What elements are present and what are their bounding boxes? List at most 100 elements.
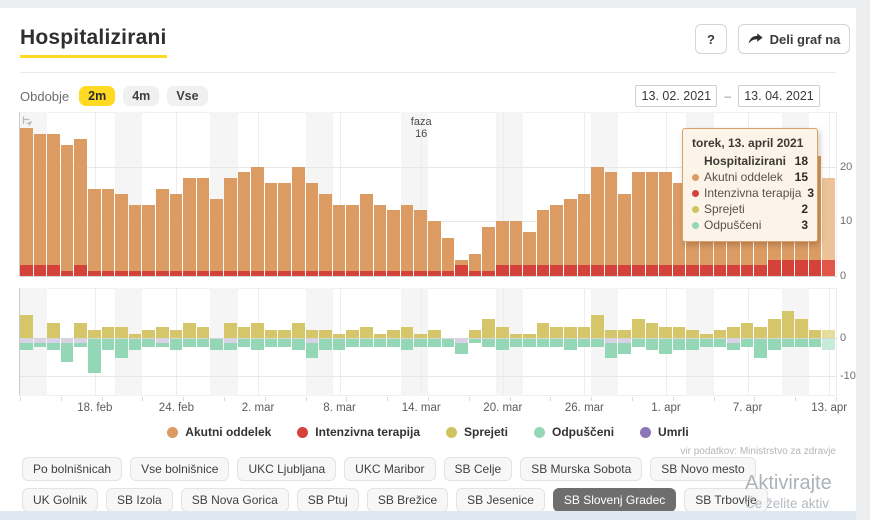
bar-odpusceni[interactable] — [88, 339, 101, 374]
bar-akutni[interactable] — [264, 183, 278, 271]
bar-intenzivna[interactable] — [700, 265, 713, 276]
bar-odpusceni[interactable] — [156, 342, 169, 347]
bar-odpusceni[interactable] — [781, 339, 795, 347]
bar-akutni[interactable] — [183, 177, 196, 271]
period-button-4m[interactable]: 4m — [123, 86, 160, 106]
bar-akutni[interactable] — [74, 139, 87, 266]
hospital-button-ukc-ljubljana[interactable]: UKC Ljubljana — [237, 457, 337, 481]
bar-sprejeti[interactable] — [156, 326, 169, 338]
bar-akutni[interactable] — [468, 254, 482, 271]
bar-sprejeti[interactable] — [523, 334, 536, 338]
bar-sprejeti[interactable] — [781, 311, 795, 338]
bar-umrli[interactable] — [20, 339, 33, 343]
hospital-button-sb-bre-ice[interactable]: SB Brežice — [366, 488, 449, 512]
bar-intenzivna[interactable] — [482, 270, 495, 276]
bar-akutni[interactable] — [496, 221, 509, 266]
bar-sprejeti[interactable] — [550, 326, 563, 338]
bar-intenzivna[interactable] — [468, 270, 482, 276]
bar-intenzivna[interactable] — [373, 270, 387, 276]
bar-odpusceni[interactable] — [754, 339, 767, 358]
bar-umrli[interactable] — [74, 339, 87, 343]
bar-sprejeti[interactable] — [618, 330, 631, 338]
bar-sprejeti[interactable] — [237, 326, 251, 338]
bar-intenzivna[interactable] — [142, 270, 155, 276]
bar-odpusceni[interactable] — [278, 339, 291, 347]
bar-intenzivna[interactable] — [727, 265, 740, 276]
bar-intenzivna[interactable] — [360, 270, 373, 276]
bar-intenzivna[interactable] — [115, 270, 128, 276]
bar-akutni[interactable] — [482, 226, 495, 271]
bar-odpusceni[interactable] — [468, 339, 482, 343]
bar-intenzivna[interactable] — [101, 270, 115, 276]
bar-akutni[interactable] — [128, 204, 142, 271]
bar-intenzivna[interactable] — [795, 259, 808, 276]
bar-intenzivna[interactable] — [346, 270, 359, 276]
bar-sprejeti[interactable] — [509, 334, 523, 338]
bar-odpusceni[interactable] — [700, 339, 713, 347]
bar-odpusceni[interactable] — [237, 339, 251, 347]
hospital-button-sb-slovenj-gradec[interactable]: SB Slovenj Gradec — [552, 488, 677, 512]
share-button[interactable]: Deli graf na — [738, 24, 850, 54]
bar-sprejeti[interactable] — [74, 322, 87, 338]
date-to-input[interactable] — [738, 85, 820, 107]
bar-intenzivna[interactable] — [319, 270, 332, 276]
bar-sprejeti[interactable] — [564, 326, 577, 338]
bar-akutni[interactable] — [591, 166, 604, 266]
bar-sprejeti[interactable] — [169, 330, 183, 338]
bar-odpusceni[interactable] — [74, 342, 87, 347]
bar-akutni[interactable] — [645, 172, 659, 266]
bar-umrli[interactable] — [33, 339, 47, 343]
bar-sprejeti[interactable] — [400, 326, 414, 338]
bar-akutni[interactable] — [632, 172, 645, 266]
bar-sprejeti[interactable] — [128, 334, 142, 338]
bar-odpusceni[interactable] — [713, 339, 727, 347]
bar-akutni[interactable] — [210, 199, 223, 271]
hospital-button-sb-celje[interactable]: SB Celje — [443, 457, 513, 481]
bar-odpusceni[interactable] — [332, 339, 346, 351]
bar-umrli[interactable] — [727, 339, 740, 343]
bar-sprejeti[interactable] — [373, 334, 387, 338]
bar-umrli[interactable] — [455, 339, 468, 343]
bar-intenzivna[interactable] — [659, 265, 672, 276]
bar-akutni[interactable] — [536, 210, 550, 266]
bar-sprejeti[interactable] — [740, 322, 754, 338]
bar-intenzivna[interactable] — [564, 265, 577, 276]
bar-odpusceni[interactable] — [509, 339, 523, 347]
bar-intenzivna[interactable] — [808, 259, 822, 276]
bar-odpusceni[interactable] — [795, 339, 808, 347]
bar-intenzivna[interactable] — [455, 265, 468, 276]
bar-akutni[interactable] — [523, 232, 536, 266]
bar-odpusceni[interactable] — [645, 339, 659, 351]
bar-akutni[interactable] — [441, 237, 455, 271]
bar-odpusceni[interactable] — [360, 339, 373, 347]
bar-odpusceni[interactable] — [292, 339, 305, 351]
bar-intenzivna[interactable] — [278, 270, 291, 276]
bar-sprejeti[interactable] — [795, 319, 808, 338]
bar-odpusceni[interactable] — [740, 339, 754, 347]
bar-umrli[interactable] — [224, 339, 237, 343]
bar-umrli[interactable] — [305, 339, 319, 343]
bar-akutni[interactable] — [224, 177, 237, 271]
bar-akutni[interactable] — [115, 194, 128, 271]
bar-sprejeti[interactable] — [659, 326, 672, 338]
bar-odpusceni[interactable] — [550, 339, 563, 347]
bar-intenzivna[interactable] — [387, 270, 400, 276]
period-button-2m[interactable]: 2m — [79, 86, 116, 106]
bar-odpusceni[interactable] — [60, 342, 74, 362]
bar-sprejeti[interactable] — [632, 319, 645, 338]
bar-sprejeti[interactable] — [20, 315, 33, 338]
bar-odpusceni[interactable] — [387, 339, 400, 347]
bar-odpusceni[interactable] — [210, 339, 223, 351]
bar-sprejeti[interactable] — [727, 326, 740, 338]
bar-sprejeti[interactable] — [47, 322, 60, 338]
bar-sprejeti[interactable] — [808, 330, 822, 338]
bar-sprejeti[interactable] — [292, 322, 305, 338]
bar-sprejeti[interactable] — [700, 334, 713, 338]
bar-akutni[interactable] — [33, 133, 47, 266]
hospital-button-uk-golnik[interactable]: UK Golnik — [22, 488, 99, 512]
bar-umrli[interactable] — [618, 339, 631, 343]
bar-akutni[interactable] — [414, 210, 427, 271]
legend-item-akutni-oddelek[interactable]: Akutni oddelek — [167, 425, 271, 439]
bar-sprejeti[interactable] — [305, 330, 319, 338]
bar-akutni[interactable] — [156, 188, 169, 271]
